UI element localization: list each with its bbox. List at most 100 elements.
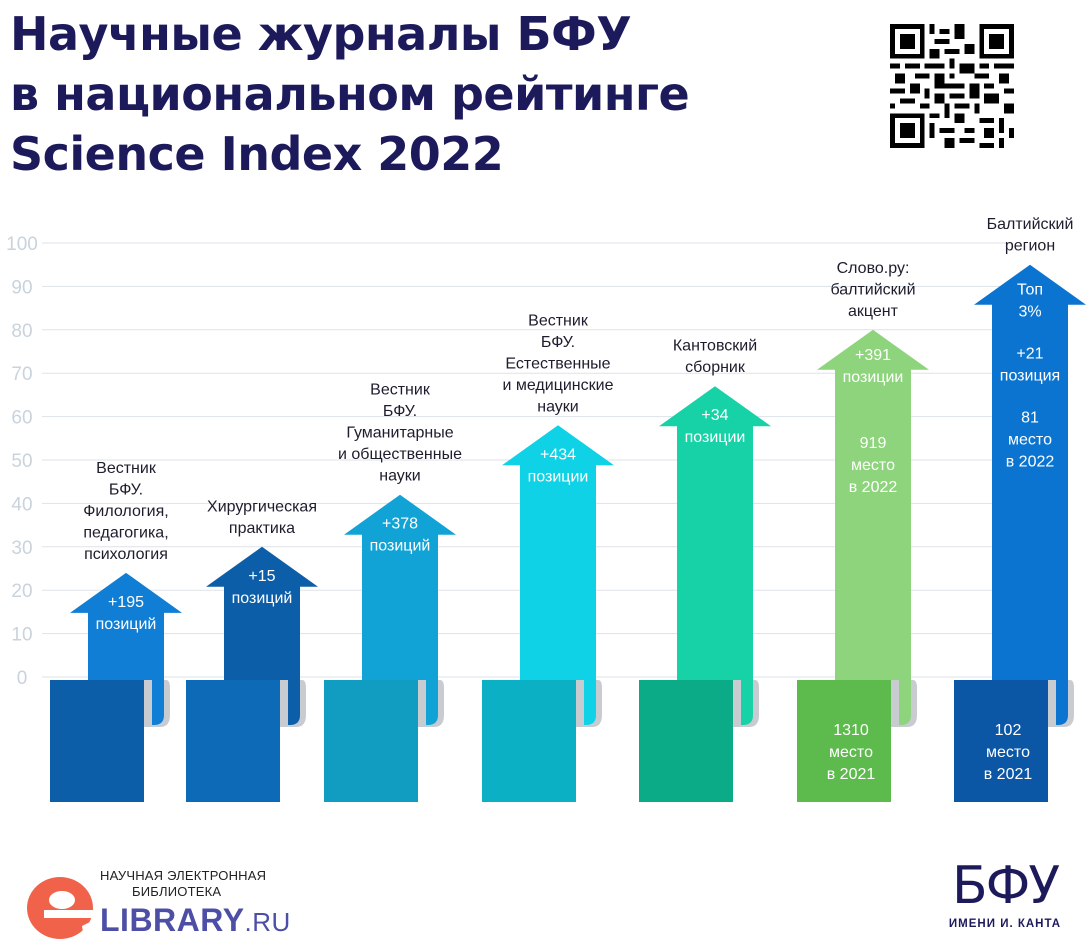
category-label: науки (379, 468, 421, 485)
scroll-face (639, 680, 733, 802)
bar-arrow-tail (152, 680, 164, 725)
arrow-label: Топ (1017, 282, 1043, 299)
arrow-label: место (851, 457, 895, 474)
y-tick-label: 70 (11, 364, 32, 385)
qr-code-icon[interactable] (890, 24, 1014, 148)
elibrary-e-icon (27, 877, 98, 939)
bar-arrow-tail (1056, 680, 1068, 725)
bar-7: Балтийский регион Топ 3% +21 позиция 81 место в … (954, 216, 1086, 802)
scroll-face (954, 680, 1048, 802)
scroll-label: 1310 (833, 722, 869, 739)
bar-arrow (659, 386, 771, 725)
category-label: Филология, (83, 503, 168, 520)
arrow-label: 81 (1021, 410, 1039, 427)
y-tick-label: 0 (17, 668, 28, 689)
y-tick-label: 80 (11, 321, 32, 342)
category-label: акцент (848, 303, 899, 320)
scroll-label: в 2021 (827, 766, 876, 783)
arrow-label: +195 (108, 594, 144, 611)
arrow-label: +378 (382, 516, 418, 533)
arrow-label: позиций (370, 538, 431, 555)
title-line-2: в национальном рейтинге (10, 67, 690, 121)
bar-arrow-tail (288, 680, 300, 725)
bar-4: Вестник БФУ. Естественные и медицинские наук… (482, 312, 614, 802)
category-label: педагогика, (83, 524, 168, 541)
y-tick-label: 40 (11, 494, 32, 515)
title-line-1: Научные журналы БФУ (10, 7, 632, 61)
y-tick-label: 30 (11, 538, 32, 559)
title-line-3: Science Index 2022 (10, 127, 504, 181)
bar-arrow (344, 494, 456, 725)
y-tick-label: 20 (11, 581, 32, 602)
journals-rating-chart: 0 10 20 30 40 50 60 70 80 90 100 Вестник БФУ. Филолог… (6, 216, 1086, 802)
category-label: балтийский (830, 281, 915, 298)
elibrary-line-2: БИБЛИОТЕКА (132, 884, 222, 899)
y-axis-ticks: 0 10 20 30 40 50 60 70 80 90 100 (6, 234, 38, 689)
arrow-label: позиции (528, 468, 589, 485)
arrow-label: позиции (843, 369, 904, 386)
arrow-label: позиции (685, 429, 746, 446)
bar-3: Вестник БФУ. Гуманитарные и общественные нау… (324, 382, 462, 802)
y-tick-label: 50 (11, 451, 32, 472)
y-tick-label: 10 (11, 625, 32, 646)
category-label: Гуманитарные (346, 425, 453, 442)
bar-1: Вестник БФУ. Филология, педагогика, психолог… (50, 460, 182, 802)
y-tick-label: 100 (6, 234, 38, 255)
category-label: сборник (685, 359, 746, 376)
arrow-label: +391 (855, 347, 891, 364)
category-label: БФУ. (109, 481, 143, 498)
arrow-label: +21 (1016, 346, 1043, 363)
scroll-face (324, 680, 418, 802)
bfu-logo-mark: БФУ (951, 856, 1060, 916)
bfu-logo-subtitle: ИМЕНИ И. КАНТА (948, 918, 1062, 930)
arrow-label: позиций (232, 590, 293, 607)
arrow-label: +15 (248, 568, 275, 585)
arrow-label: 3% (1018, 304, 1041, 321)
scroll-label: в 2021 (984, 766, 1033, 783)
arrow-label: позиция (1000, 368, 1060, 385)
arrow-label: 919 (860, 435, 887, 452)
bar-2: Хирургическая практика +15 позиций (186, 498, 318, 802)
category-label: БФУ. (541, 334, 575, 351)
category-label: практика (229, 520, 295, 537)
scroll-label: место (986, 744, 1030, 761)
category-label: Хирургическая (207, 498, 317, 515)
category-label: БФУ. (383, 403, 417, 420)
bar-arrow-tail (741, 680, 753, 725)
bar-arrow (817, 329, 929, 725)
arrow-label: +434 (540, 446, 576, 463)
category-label: Естественные (505, 355, 610, 372)
elibrary-line-1: НАУЧНАЯ ЭЛЕКТРОННАЯ (100, 868, 267, 883)
scroll-label: место (829, 744, 873, 761)
scroll-face (482, 680, 576, 802)
scroll-face (186, 680, 280, 802)
bar-arrow-tail (584, 680, 596, 725)
scroll-face (50, 680, 144, 802)
bar-arrow-tail (426, 680, 438, 725)
y-tick-label: 60 (11, 408, 32, 429)
arrow-label: +34 (701, 407, 728, 424)
elibrary-brand: LIBRARY.RU (100, 902, 291, 939)
category-label: Вестник (370, 382, 431, 399)
category-label: регион (1005, 238, 1055, 255)
category-label: и общественные (338, 446, 462, 463)
y-tick-label: 90 (11, 277, 32, 298)
bar-arrow (502, 425, 614, 725)
arrow-label: место (1008, 432, 1052, 449)
category-label: Слово.ру: (837, 260, 910, 277)
page-title: Научные журналы БФУ в национальном рейти… (10, 4, 690, 184)
elibrary-logo[interactable]: НАУЧНАЯ ЭЛЕКТРОННАЯ БИБЛИОТЕКА LIBRARY.R… (24, 862, 294, 942)
category-label: науки (537, 398, 579, 415)
bar-5: Кантовский сборник +34 позиции (639, 338, 771, 802)
category-label: Балтийский (987, 216, 1074, 233)
bar-6: Слово.ру: балтийский акцент +391 позиции 919 м… (797, 260, 929, 802)
arrow-label: в 2022 (1006, 454, 1055, 471)
elibrary-brand-tld: .RU (244, 907, 291, 937)
arrow-label: позиций (96, 616, 157, 633)
category-label: Вестник (96, 460, 157, 477)
category-label: Кантовский (673, 338, 757, 355)
scroll-label: 102 (995, 722, 1022, 739)
bfu-logo[interactable]: БФУ ИМЕНИ И. КАНТА (938, 860, 1072, 936)
bar-arrow (974, 264, 1086, 725)
elibrary-brand-name: LIBRARY (100, 902, 245, 938)
